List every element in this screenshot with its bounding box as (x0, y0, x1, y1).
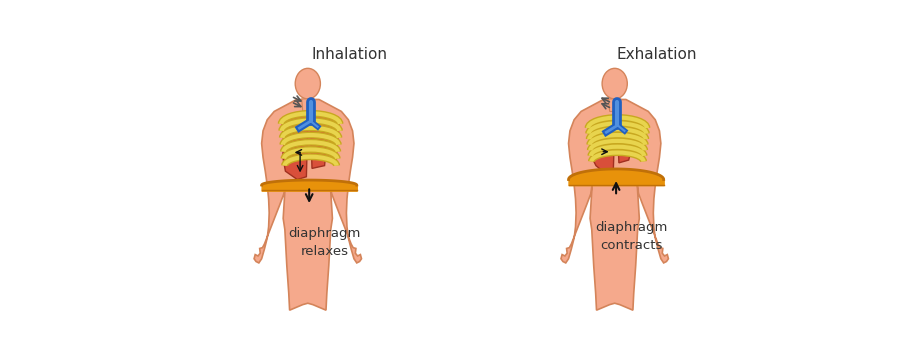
Ellipse shape (602, 68, 627, 99)
Polygon shape (590, 141, 644, 156)
Polygon shape (590, 135, 645, 150)
Text: Inhalation: Inhalation (311, 47, 388, 62)
Polygon shape (561, 100, 669, 310)
Text: Exhalation: Exhalation (616, 47, 697, 62)
Polygon shape (283, 135, 338, 152)
Polygon shape (310, 122, 326, 168)
Polygon shape (281, 113, 340, 131)
Polygon shape (283, 122, 308, 179)
Polygon shape (589, 123, 646, 139)
Polygon shape (590, 129, 646, 145)
Polygon shape (608, 99, 621, 112)
Polygon shape (302, 99, 314, 112)
Polygon shape (282, 121, 339, 138)
Polygon shape (591, 147, 644, 161)
Polygon shape (617, 127, 630, 163)
Polygon shape (284, 142, 338, 159)
Polygon shape (254, 100, 362, 310)
Polygon shape (593, 127, 615, 174)
Polygon shape (283, 128, 339, 145)
Polygon shape (284, 149, 338, 166)
Text: diaphragm
relaxes: diaphragm relaxes (288, 227, 361, 258)
Text: diaphragm
contracts: diaphragm contracts (595, 221, 668, 252)
Polygon shape (588, 118, 647, 134)
Ellipse shape (295, 68, 320, 99)
